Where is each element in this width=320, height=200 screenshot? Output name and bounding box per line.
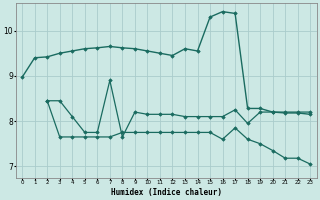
- X-axis label: Humidex (Indice chaleur): Humidex (Indice chaleur): [111, 188, 222, 197]
